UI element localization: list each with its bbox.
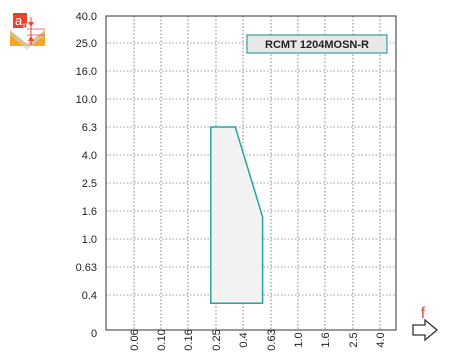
x-origin-label: 0 [91,328,97,340]
x-tick-label: 0.10 [156,329,168,350]
y-tick-label: 40.0 [76,11,97,23]
x-tick-label: 1.6 [320,332,332,347]
x-tick-label: 0.25 [211,329,223,350]
y-tick-label: 0.4 [82,290,97,302]
legend-label: RCMT 1204MOSN-R [265,39,369,51]
y-tick-label: 0.63 [76,262,97,274]
x-tick-label: 2.5 [348,332,360,347]
svg-text:p: p [23,21,28,30]
svg-text:a: a [15,13,23,28]
insert-depth-of-cut-icon: a p [10,13,45,50]
x-axis-label: f [421,305,426,322]
y-tick-labels: 40.0 25.0 16.0 10.0 6.3 4.0 2.5 1.6 1.0 0.63 0.4 [76,11,97,302]
x-tick-label: 0.06 [129,329,141,350]
y-tick-label: 4.0 [82,150,97,162]
y-tick-label: 1.0 [82,234,97,246]
legend-box [246,34,388,54]
x-tick-label: 0.63 [266,329,278,350]
x-tick-label: 0.16 [183,329,195,350]
legend: RCMT 1204MOSN-R [246,34,388,54]
x-tick-label: 0.4 [238,332,250,347]
y-tick-label: 6.3 [82,122,97,134]
y-tick-label: 10.0 [76,94,97,106]
right-arrow-icon [412,318,439,342]
y-tick-label: 2.5 [82,178,97,190]
x-tick-labels: 0.06 0.10 0.16 0.25 0.4 0.63 1.0 1.6 2.5 4.0 [129,329,387,350]
series-area [210,126,264,304]
y-tick-label: 16.0 [76,66,97,78]
y-tick-label: 1.6 [82,206,97,218]
x-tick-label: 1.0 [293,332,305,347]
x-tick-label: 4.0 [375,332,387,347]
y-tick-label: 25.0 [76,38,97,50]
